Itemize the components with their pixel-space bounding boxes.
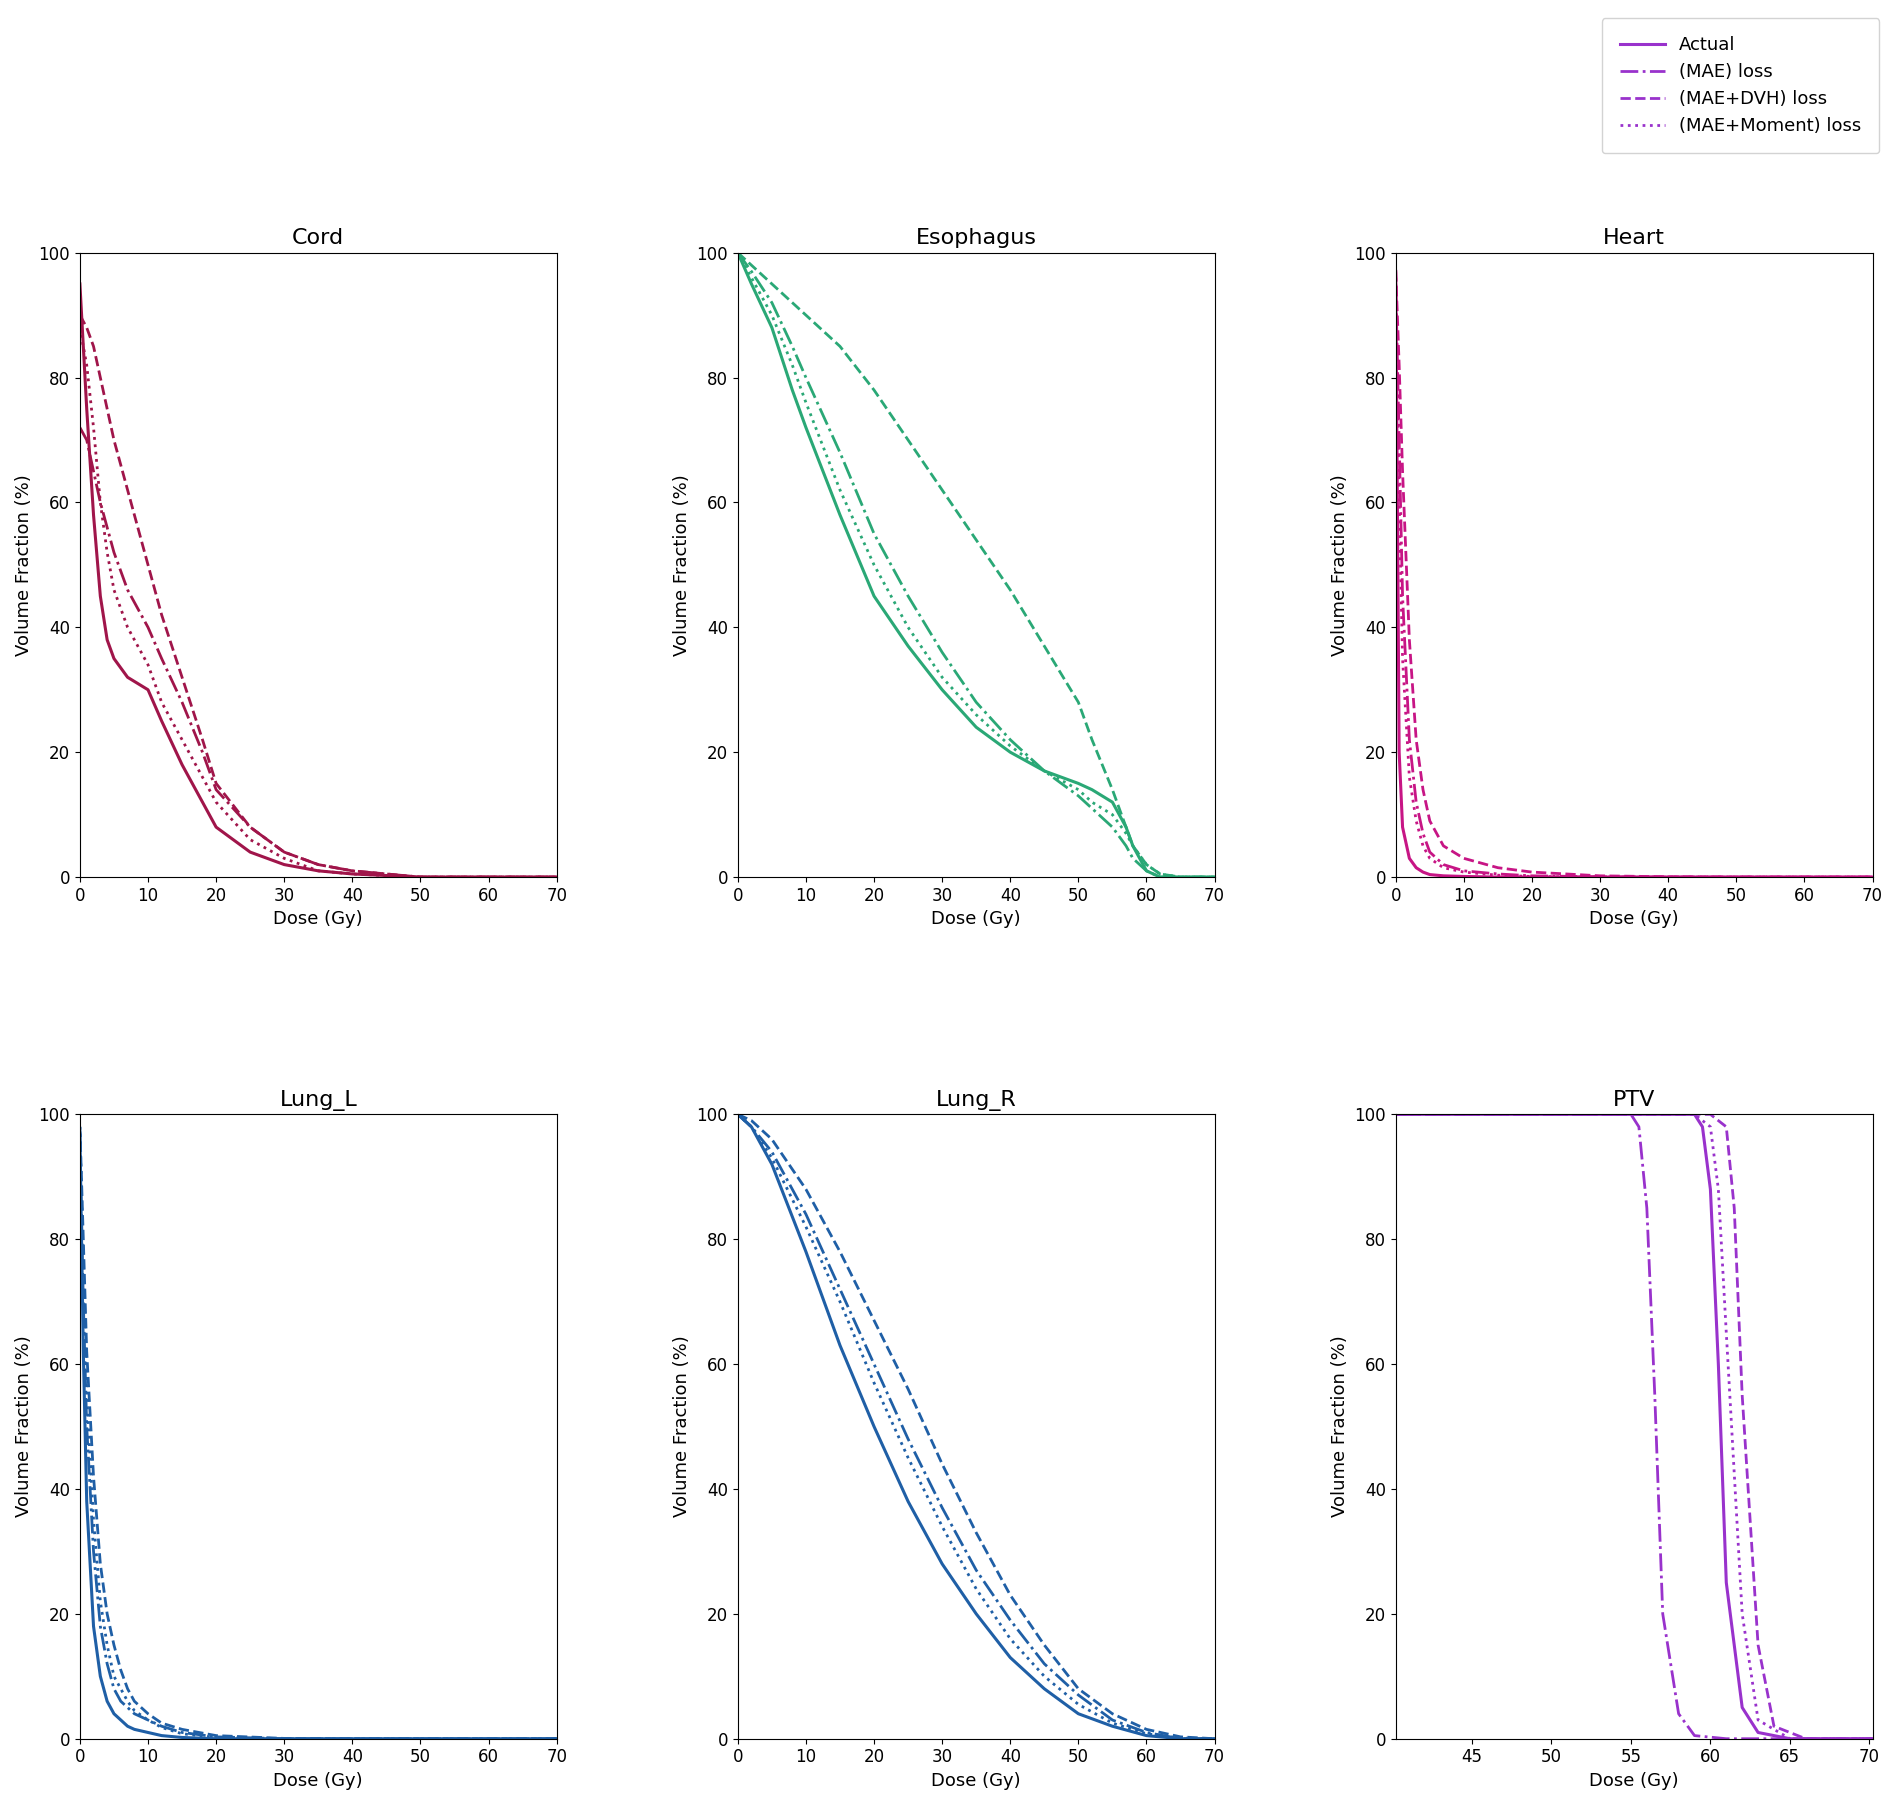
- Legend: Actual, (MAE) loss, (MAE+DVH) loss, (MAE+Moment) loss: Actual, (MAE) loss, (MAE+DVH) loss, (MAE…: [1602, 18, 1879, 153]
- Y-axis label: Volume Fraction (%): Volume Fraction (%): [674, 1336, 691, 1518]
- X-axis label: Dose (Gy): Dose (Gy): [1589, 910, 1680, 928]
- X-axis label: Dose (Gy): Dose (Gy): [273, 1773, 363, 1791]
- Y-axis label: Volume Fraction (%): Volume Fraction (%): [1330, 1336, 1349, 1518]
- X-axis label: Dose (Gy): Dose (Gy): [273, 910, 363, 928]
- X-axis label: Dose (Gy): Dose (Gy): [932, 1773, 1021, 1791]
- X-axis label: Dose (Gy): Dose (Gy): [1589, 1773, 1680, 1791]
- Title: Lung_L: Lung_L: [279, 1090, 357, 1112]
- Y-axis label: Volume Fraction (%): Volume Fraction (%): [15, 475, 32, 655]
- Title: Lung_R: Lung_R: [936, 1090, 1017, 1112]
- Title: Heart: Heart: [1604, 229, 1665, 249]
- Y-axis label: Volume Fraction (%): Volume Fraction (%): [1330, 475, 1349, 655]
- Title: Cord: Cord: [292, 229, 344, 249]
- Y-axis label: Volume Fraction (%): Volume Fraction (%): [15, 1336, 32, 1518]
- Y-axis label: Volume Fraction (%): Volume Fraction (%): [674, 475, 691, 655]
- Title: PTV: PTV: [1613, 1090, 1655, 1110]
- Title: Esophagus: Esophagus: [915, 229, 1036, 249]
- X-axis label: Dose (Gy): Dose (Gy): [932, 910, 1021, 928]
